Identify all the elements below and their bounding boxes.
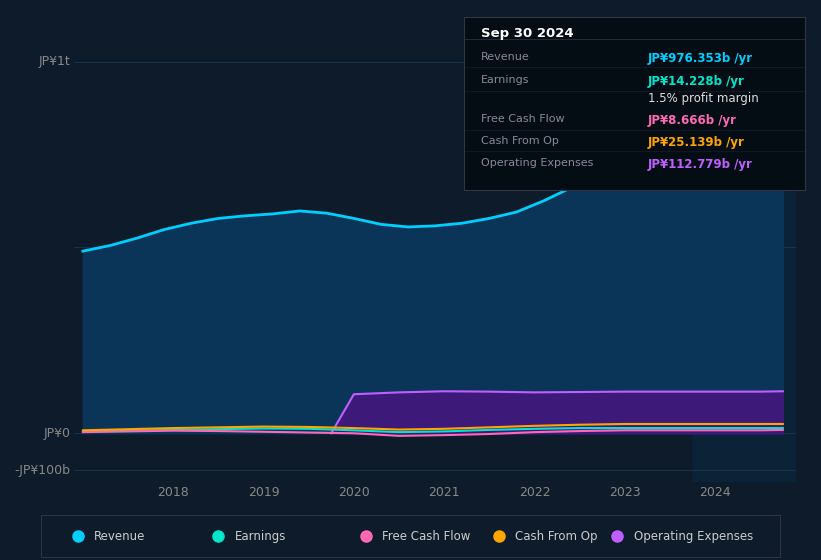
Text: JP¥8.666b /yr: JP¥8.666b /yr [648, 114, 737, 127]
Text: 1.5% profit margin: 1.5% profit margin [648, 92, 759, 105]
Text: JP¥0: JP¥0 [44, 427, 71, 440]
Text: JP¥14.228b /yr: JP¥14.228b /yr [648, 75, 745, 88]
Bar [693, 39, 796, 482]
Text: Operating Expenses: Operating Expenses [634, 530, 753, 543]
Text: Sep 30 2024: Sep 30 2024 [481, 27, 574, 40]
Text: Cash From Op: Cash From Op [481, 136, 559, 146]
Text: Free Cash Flow: Free Cash Flow [383, 530, 470, 543]
Text: Earnings: Earnings [481, 75, 530, 85]
Text: JP¥25.139b /yr: JP¥25.139b /yr [648, 136, 745, 149]
Text: Revenue: Revenue [94, 530, 145, 543]
Text: JP¥1t: JP¥1t [39, 55, 71, 68]
Text: JP¥112.779b /yr: JP¥112.779b /yr [648, 158, 753, 171]
Text: Operating Expenses: Operating Expenses [481, 158, 594, 169]
Text: Free Cash Flow: Free Cash Flow [481, 114, 565, 124]
Text: Cash From Op: Cash From Op [516, 530, 598, 543]
Text: -JP¥100b: -JP¥100b [14, 464, 71, 477]
Text: JP¥976.353b /yr: JP¥976.353b /yr [648, 52, 753, 64]
Text: Earnings: Earnings [235, 530, 286, 543]
Text: Revenue: Revenue [481, 52, 530, 62]
